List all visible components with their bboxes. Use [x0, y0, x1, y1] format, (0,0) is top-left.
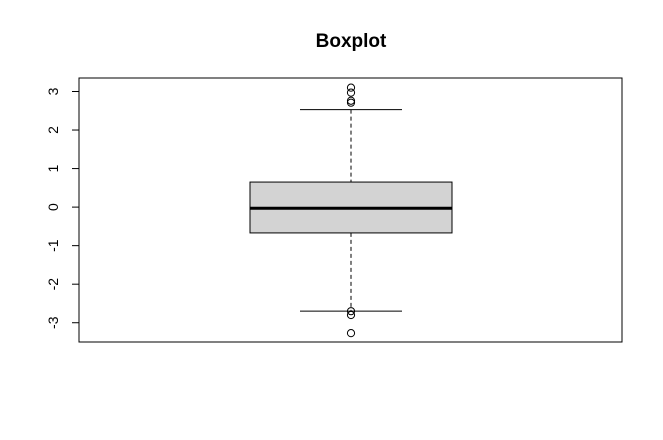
outlier-point: [346, 88, 356, 97]
y-tick-label: 3: [45, 87, 61, 95]
y-tick-label: -1: [45, 239, 61, 252]
outlier-point: [346, 310, 356, 320]
chart-title: Boxplot: [316, 31, 387, 52]
y-tick-label: 1: [45, 164, 61, 172]
y-tick-label: -3: [45, 316, 61, 329]
outlier-point: [346, 307, 356, 316]
outlier-point: [346, 329, 356, 338]
outlier-point: [346, 83, 356, 92]
y-tick-label: 0: [45, 203, 61, 211]
outlier-point: [346, 98, 356, 107]
y-tick-label: -2: [45, 278, 61, 291]
y-tick-label: 2: [45, 126, 61, 134]
y-axis: 3 2 1 0 -1 -2 -3: [45, 87, 80, 329]
plot-marks: [249, 83, 453, 338]
